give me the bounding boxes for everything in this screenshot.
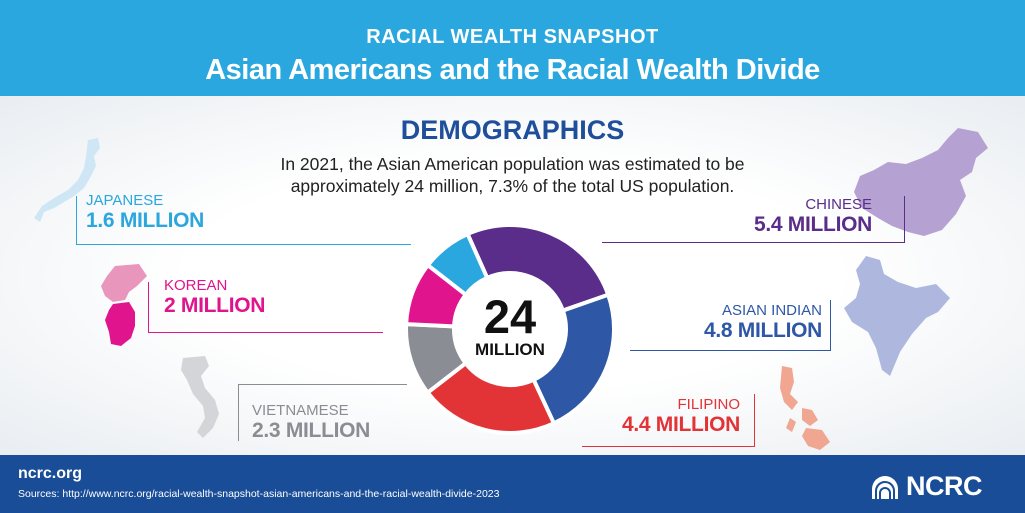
label-chinese-name: CHINESE [805, 196, 872, 213]
india-map-icon [844, 256, 950, 376]
ncrc-logo: NCRC [868, 469, 988, 501]
philippines-map-icon [780, 366, 830, 450]
label-vietnamese: VIETNAMESE 2.3 MILLION [252, 402, 370, 443]
china-map-icon [854, 128, 988, 236]
label-korean: KOREAN 2 MILLION [164, 277, 265, 318]
filipino-connector-line [582, 394, 755, 447]
footer-bar: ncrc.org Sources: http://www.ncrc.org/ra… [0, 455, 1025, 513]
vietnamese-connector-line [238, 384, 407, 441]
chinese-connector-line [602, 196, 905, 243]
label-asian-indian: ASIAN INDIAN 4.8 MILLION [660, 302, 822, 343]
ncrc-emblem-icon [872, 476, 898, 499]
donut-slice-asian-indian [530, 292, 616, 426]
donut-center-unit: MILLION [475, 340, 545, 359]
japan-map-icon [34, 138, 100, 222]
ncrc-logo-text: NCRC [906, 471, 983, 501]
section-heading: DEMOGRAPHICS [400, 115, 625, 145]
donut-slice-chinese [464, 223, 611, 314]
label-filipino: FILIPINO 4.4 MILLION [590, 396, 740, 437]
label-japanese-name: JAPANESE [86, 192, 164, 209]
header-kicker: RACIAL WEALTH SNAPSHOT [366, 26, 659, 48]
label-asian-indian-name: ASIAN INDIAN [721, 302, 822, 319]
footer-source-link[interactable]: Sources: http://www.ncrc.org/racial-weal… [18, 488, 500, 500]
label-chinese-value: 5.4 MILLION [753, 213, 872, 236]
korean-connector-line [148, 282, 383, 333]
intro-line-1: In 2021, the Asian American population w… [280, 154, 745, 174]
label-japanese-value: 1.6 MILLION [86, 209, 205, 232]
label-filipino-value: 4.4 MILLION [621, 413, 740, 436]
vietnam-map-icon [181, 356, 219, 438]
header-title: Asian Americans and the Racial Wealth Di… [205, 54, 820, 86]
label-vietnamese-name: VIETNAMESE [252, 402, 349, 419]
footer-site-link[interactable]: ncrc.org [18, 465, 83, 482]
population-donut-chart [404, 223, 616, 435]
asian-indian-connector-line [630, 300, 831, 351]
intro-text: In 2021, the Asian American population w… [200, 153, 825, 197]
label-filipino-name: FILIPINO [677, 396, 740, 413]
korea-map-icon [101, 264, 147, 346]
label-asian-indian-value: 4.8 MILLION [703, 319, 822, 342]
intro-line-2: approximately 24 million, 7.3% of the to… [290, 176, 735, 196]
label-korean-name: KOREAN [164, 277, 228, 294]
header-banner: RACIAL WEALTH SNAPSHOT Asian Americans a… [0, 0, 1025, 96]
label-korean-value: 2 MILLION [164, 294, 266, 317]
donut-center-value: 24 [483, 290, 537, 343]
japanese-connector-line [76, 196, 411, 245]
donut-center-hole [456, 275, 564, 383]
label-chinese: CHINESE 5.4 MILLION [700, 196, 872, 237]
label-japanese: JAPANESE 1.6 MILLION [86, 192, 204, 233]
label-vietnamese-value: 2.3 MILLION [252, 419, 371, 442]
donut-slice-japanese [425, 231, 490, 298]
